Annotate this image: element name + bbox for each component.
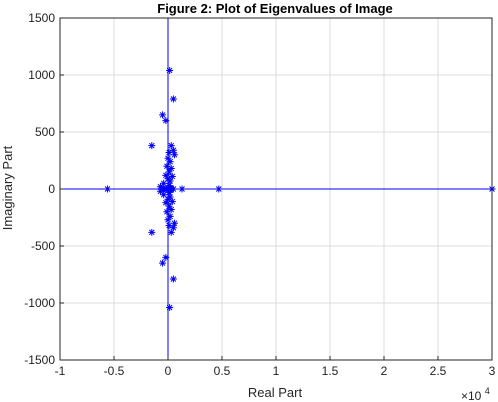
eigenvalue-point xyxy=(168,198,176,206)
x-axis-label: Real Part xyxy=(248,385,303,400)
x-tick-label: 3 xyxy=(489,364,496,378)
eigenvalue-point xyxy=(162,253,170,261)
eigenvalue-point xyxy=(165,168,173,176)
y-tick-label: 1500 xyxy=(28,11,55,25)
eigenvalue-point xyxy=(168,172,176,180)
eigenvalue-point xyxy=(167,164,175,172)
x-axis-ticks: -1 -0.5 0 0.5 1 1.5 2 2.5 3 xyxy=(55,356,496,378)
data-points xyxy=(104,66,496,312)
eigenvalue-point xyxy=(170,151,178,159)
x-tick-label: 2 xyxy=(381,364,388,378)
eigenvalue-point xyxy=(165,202,173,210)
eigenvalue-point xyxy=(169,224,177,232)
y-axis-ticks: -1500 -1000 -500 0 500 1000 1500 xyxy=(24,11,64,367)
eigenvalue-point xyxy=(162,171,170,179)
eigenvalue-point xyxy=(166,304,174,312)
eigenvalue-point xyxy=(166,177,174,185)
x-tick-label: 2.5 xyxy=(430,364,447,378)
x-tick-label: -1 xyxy=(55,364,66,378)
eigenvalue-point xyxy=(169,275,177,283)
y-axis-label: Imaginary Part xyxy=(0,145,15,230)
x-tick-label: 0 xyxy=(165,364,172,378)
eigenvalue-point xyxy=(165,221,173,229)
eigenvalue-point xyxy=(169,146,177,154)
x-axis-multiplier-base: ×10 xyxy=(461,389,482,402)
eigenvalue-point xyxy=(169,185,177,193)
eigenvalue-point xyxy=(178,185,186,193)
eigenvalue-point xyxy=(160,191,168,199)
eigenvalue-point xyxy=(166,158,174,166)
eigenvalue-point xyxy=(104,185,112,193)
eigenvalue-point xyxy=(167,228,175,236)
eigenvalue-point xyxy=(166,193,174,201)
x-tick-label: 1.5 xyxy=(322,364,339,378)
eigenvalue-point xyxy=(164,216,172,224)
eigenvalue-point xyxy=(159,259,167,267)
eigenvalue-point xyxy=(163,162,171,170)
y-tick-label: 0 xyxy=(48,182,55,196)
x-tick-label: -0.5 xyxy=(104,364,125,378)
eigenvalue-point xyxy=(169,95,177,103)
chart-title: Figure 2: Plot of Eigenvalues of Image xyxy=(157,1,393,16)
eigenvalue-point xyxy=(160,179,168,187)
eigenvalue-point xyxy=(148,228,156,236)
eigenvalue-point xyxy=(166,212,174,220)
eigenvalue-point xyxy=(166,66,174,74)
eigenvalue-point xyxy=(162,199,170,207)
eigenvalue-point xyxy=(148,142,156,150)
y-tick-label: -500 xyxy=(31,239,55,253)
y-tick-label: -1500 xyxy=(24,353,55,367)
eigenvalue-point xyxy=(167,186,175,194)
eigenvalue-point xyxy=(167,206,175,214)
x-axis-multiplier-exponent: 4 xyxy=(485,386,490,396)
y-tick-label: 1000 xyxy=(28,68,55,82)
y-tick-label: -1000 xyxy=(24,296,55,310)
y-tick-label: 500 xyxy=(35,125,55,139)
eigenvalue-point xyxy=(167,142,175,150)
eigenvalue-point xyxy=(163,208,171,216)
x-axis-multiplier: ×10 4 xyxy=(461,386,490,402)
eigenvalue-point xyxy=(215,185,223,193)
eigenvalue-point xyxy=(162,117,170,125)
eigenvalue-point xyxy=(164,154,172,162)
eigenvalue-point xyxy=(170,219,178,227)
x-tick-label: 1 xyxy=(273,364,280,378)
eigenvalue-point xyxy=(159,111,167,119)
x-tick-label: 0.5 xyxy=(214,364,231,378)
eigenvalue-point xyxy=(165,149,173,157)
